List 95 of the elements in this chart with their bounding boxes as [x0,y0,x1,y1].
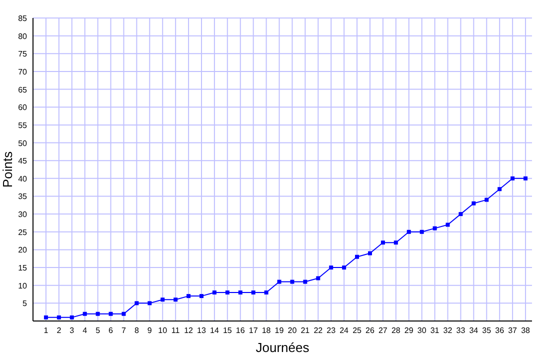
y-tick-label: 35 [18,192,28,202]
x-tick-label: 11 [171,326,180,335]
x-tick-label: 30 [417,326,427,335]
y-axis-title: Points [0,150,15,188]
x-axis-title: Journées [256,340,310,355]
x-tick-label: 31 [430,326,440,335]
point [498,187,502,192]
point [148,301,152,306]
point [186,294,191,298]
point [56,315,61,320]
y-tick-label: 30 [18,210,28,220]
y-tick-label: 55 [18,120,28,130]
y-tick-label: 25 [18,228,28,237]
x-tick-label: 21 [300,326,310,335]
point [122,312,126,316]
point [524,176,528,180]
x-tick-label: 15 [222,326,232,335]
x-tick-label: 18 [262,326,272,335]
x-tick-label: 22 [314,326,324,335]
point [70,315,74,320]
point [264,290,268,294]
y-tick-label: 70 [18,67,28,76]
x-tick-label: 26 [366,326,375,335]
point [199,294,204,298]
x-tick-label: 28 [391,326,401,335]
point [368,251,372,256]
point [225,290,230,294]
point [420,230,424,234]
x-tick-label: 27 [378,326,388,335]
x-tick-label: 38 [521,326,531,335]
y-tick-label: 5 [22,299,28,308]
point [510,176,515,180]
point [212,290,216,294]
point [355,254,360,259]
point [277,280,282,284]
x-tick-label: 33 [456,326,466,335]
point [44,315,48,320]
y-tick-label: 60 [18,103,28,112]
point [446,222,450,227]
x-tick-label: 9 [147,326,152,335]
point [251,290,256,294]
point [160,298,165,302]
point [472,201,476,206]
x-tick-label: 24 [340,326,350,335]
point [134,301,139,306]
x-tick-label: 5 [96,326,101,335]
point [108,312,113,316]
x-tick-label: 2 [56,326,62,335]
point [82,312,87,316]
y-tick-label: 15 [18,264,28,273]
x-tick-label: 25 [352,326,362,335]
x-tick-label: 19 [274,326,284,335]
x-tick-label: 29 [404,326,414,335]
x-tick-label: 32 [443,326,453,335]
y-tick-label: 10 [18,281,28,290]
x-tick-label: 3 [70,326,75,335]
x-tick-label: 23 [326,326,336,335]
x-tick-label: 13 [197,326,206,335]
x-tick-label: 8 [134,326,140,335]
x-tick-label: 14 [210,326,220,335]
x-tick-label: 6 [108,326,114,335]
x-tick-label: 20 [288,326,298,335]
x-tick-label: 12 [184,326,194,335]
point [316,276,320,280]
y-tick-label: 80 [18,32,28,41]
point [342,266,346,270]
point [380,240,385,245]
x-tick-label: 4 [82,326,88,335]
point [238,290,242,294]
x-tick-label: 35 [482,326,492,335]
x-tick-label: 37 [508,326,518,335]
y-tick-label: 65 [18,85,28,94]
point [303,280,308,284]
point [290,280,294,284]
point [394,240,398,245]
y-tick-label: 75 [18,50,28,59]
x-tick-label: 34 [469,326,479,335]
y-tick-label: 40 [18,174,28,184]
point [484,198,489,202]
point [432,226,437,230]
x-tick-label: 10 [158,326,168,335]
point [406,230,411,234]
x-tick-label: 16 [236,326,246,335]
x-tick-label: 17 [248,326,258,335]
point [96,312,100,316]
x-tick-label: 7 [122,326,126,335]
x-tick-label: 36 [495,326,505,335]
point [174,298,178,302]
y-tick-label: 20 [18,246,28,255]
y-tick-label: 50 [18,138,28,148]
x-tick-label: 1 [44,326,49,335]
point [329,266,334,270]
y-tick-label: 45 [18,156,28,166]
point [458,212,463,216]
y-tick-label: 85 [18,14,28,23]
